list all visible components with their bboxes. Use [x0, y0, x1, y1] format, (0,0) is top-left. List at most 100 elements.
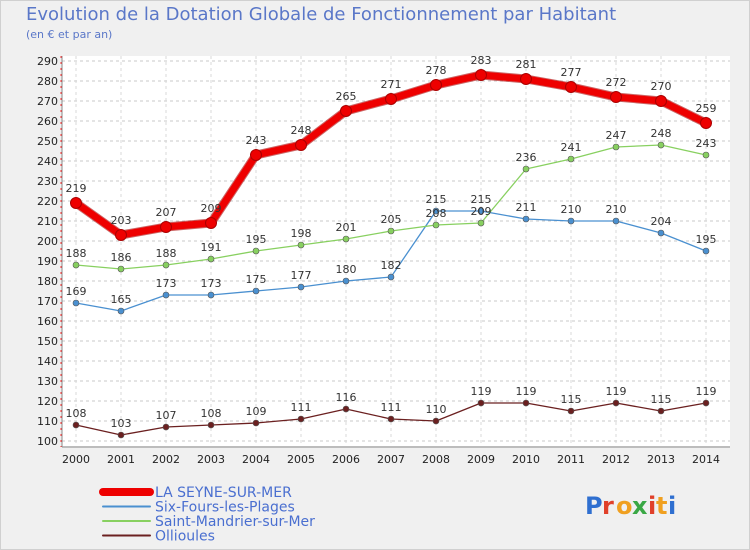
data-point — [250, 149, 262, 161]
x-tick-label: 2006 — [332, 453, 360, 466]
data-label: 278 — [426, 64, 447, 77]
data-label: 210 — [561, 203, 582, 216]
data-label: 182 — [381, 259, 402, 272]
data-point — [475, 69, 487, 81]
data-label: 210 — [606, 203, 627, 216]
y-tick-label: 290 — [37, 55, 58, 68]
y-tick-label: 230 — [37, 175, 58, 188]
data-point — [342, 235, 350, 243]
data-label: 211 — [516, 201, 537, 214]
data-label: 188 — [66, 247, 87, 260]
y-tick-label: 170 — [37, 295, 58, 308]
data-label: 201 — [336, 221, 357, 234]
y-tick-label: 270 — [37, 95, 58, 108]
logo-letter: i — [648, 492, 656, 520]
data-point — [567, 155, 575, 163]
data-label: 195 — [246, 233, 267, 246]
plot-area — [62, 56, 730, 446]
data-point — [387, 227, 395, 235]
y-tick-label: 150 — [37, 335, 58, 348]
y-tick-label: 240 — [37, 155, 58, 168]
y-tick-label: 100 — [37, 435, 58, 448]
data-label: 236 — [516, 151, 537, 164]
data-point — [477, 219, 485, 227]
data-point — [522, 165, 530, 173]
data-label: 175 — [246, 273, 267, 286]
data-label: 243 — [696, 137, 717, 150]
data-label: 119 — [696, 385, 717, 398]
data-label: 115 — [561, 393, 582, 406]
data-label: 272 — [606, 76, 627, 89]
data-point — [432, 221, 440, 229]
logo-letter: t — [656, 492, 667, 520]
y-tick-label: 130 — [37, 375, 58, 388]
data-label: 281 — [516, 58, 537, 71]
data-label: 119 — [516, 385, 537, 398]
data-label: 265 — [336, 90, 357, 103]
data-label: 186 — [111, 251, 132, 264]
data-point — [207, 421, 215, 429]
data-label: 165 — [111, 293, 132, 306]
data-point — [162, 261, 170, 269]
data-label: 108 — [66, 407, 87, 420]
data-label: 110 — [426, 403, 447, 416]
data-point — [657, 407, 665, 415]
data-point — [162, 291, 170, 299]
data-point — [162, 423, 170, 431]
data-label: 180 — [336, 263, 357, 276]
data-label: 173 — [156, 277, 177, 290]
data-label: 277 — [561, 66, 582, 79]
x-tick-label: 2013 — [647, 453, 675, 466]
data-point — [342, 277, 350, 285]
data-point — [612, 217, 620, 225]
x-tick-label: 2000 — [62, 453, 90, 466]
data-point — [430, 79, 442, 91]
data-point — [657, 141, 665, 149]
data-point — [522, 399, 530, 407]
data-label: 247 — [606, 129, 627, 142]
data-point — [207, 255, 215, 263]
data-point — [567, 407, 575, 415]
y-tick-label: 280 — [37, 75, 58, 88]
data-point — [432, 207, 440, 215]
y-tick-label: 200 — [37, 235, 58, 248]
y-tick-label: 120 — [37, 395, 58, 408]
data-point — [610, 91, 622, 103]
data-label: 219 — [66, 182, 87, 195]
logo-letter: o — [616, 492, 633, 520]
y-tick-label: 110 — [37, 415, 58, 428]
data-point — [72, 421, 80, 429]
x-tick-label: 2011 — [557, 453, 585, 466]
data-point — [297, 241, 305, 249]
data-label: 169 — [66, 285, 87, 298]
chart-title: Evolution de la Dotation Globale de Fonc… — [26, 4, 617, 25]
data-point — [295, 139, 307, 151]
data-label: 177 — [291, 269, 312, 282]
y-tick-label: 160 — [37, 315, 58, 328]
data-point — [702, 399, 710, 407]
data-label: 204 — [651, 215, 672, 228]
data-label: 111 — [291, 401, 312, 414]
data-label: 103 — [111, 417, 132, 430]
logo-letter: i — [668, 492, 676, 520]
data-point — [117, 265, 125, 273]
data-label: 188 — [156, 247, 177, 260]
logo-letter: P — [585, 492, 603, 520]
y-tick-label: 260 — [37, 115, 58, 128]
series-group — [70, 69, 712, 439]
data-label: 173 — [201, 277, 222, 290]
data-label: 209 — [201, 202, 222, 215]
data-point — [207, 291, 215, 299]
chart-subtitle: (en € et par an) — [26, 28, 113, 41]
data-point — [115, 229, 127, 241]
legend: LA SEYNE-SUR-MERSix-Fours-les-PlagesSain… — [99, 485, 315, 545]
data-label: 208 — [426, 207, 447, 220]
data-label: 271 — [381, 78, 402, 91]
data-label: 259 — [696, 102, 717, 115]
data-point — [72, 299, 80, 307]
x-tick-label: 2001 — [107, 453, 135, 466]
data-point — [477, 207, 485, 215]
data-label: 119 — [471, 385, 492, 398]
logo-letter: r — [602, 492, 614, 520]
